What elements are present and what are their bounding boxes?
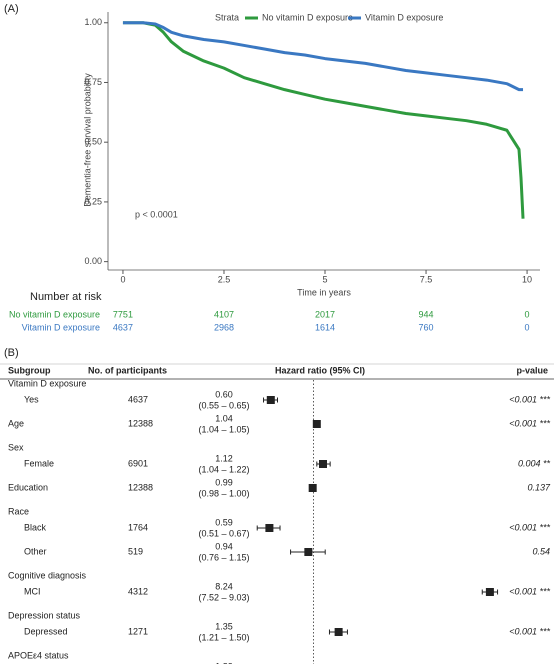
confidence-interval: (1.21 – 1.50) (198, 632, 249, 642)
row-label: Yes (24, 394, 39, 404)
column-header: p-value (516, 365, 548, 375)
hr-marker (308, 484, 317, 492)
risk-count: 1614 (315, 322, 335, 332)
participants: 4312 (128, 586, 148, 596)
risk-count: 944 (419, 309, 434, 319)
column-header: No. of participants (88, 365, 167, 375)
row-label: Cognitive diagnosis (8, 570, 87, 580)
hr-marker (334, 628, 343, 636)
participants: 6901 (128, 458, 148, 468)
hazard-ratio: 1.83 (215, 661, 233, 664)
risk-count: 2968 (214, 322, 234, 332)
row-label: MCI (24, 586, 41, 596)
participants: 519 (128, 546, 143, 556)
survival-curve (122, 21, 524, 92)
risk-count: 760 (419, 322, 434, 332)
row-label: Depression status (8, 610, 81, 620)
legend-label: Vitamin D exposure (365, 12, 443, 22)
participants: 12388 (128, 418, 153, 428)
x-tick-label: 0 (120, 274, 125, 284)
y-tick-label: 0.75 (84, 77, 102, 87)
p-value: <0.001 *** (509, 586, 550, 596)
confidence-interval: (0.98 – 1.00) (198, 488, 249, 498)
row-label: Other (24, 546, 47, 556)
p-value: <0.001 *** (509, 626, 550, 636)
y-axis-label: Dementia-free survival probability (82, 73, 92, 207)
risk-row-label: Vitamin D exposure (22, 322, 100, 332)
hazard-ratio: 0.99 (215, 477, 233, 487)
row-label: Vitamin D exposure (8, 378, 86, 388)
confidence-interval: (0.76 – 1.15) (198, 552, 249, 562)
x-tick-label: 7.5 (420, 274, 433, 284)
row-label: Race (8, 506, 29, 516)
hr-marker (312, 420, 321, 428)
confidence-interval: (0.51 – 0.67) (198, 528, 249, 538)
panel-label: (A) (4, 3, 19, 15)
risk-row-label: No vitamin D exposure (9, 309, 100, 319)
x-axis-label: Time in years (297, 287, 351, 297)
annotation: p < 0.0001 (135, 209, 178, 219)
row-label: Education (8, 482, 48, 492)
row-label: Black (24, 522, 47, 532)
hazard-ratio: 1.35 (215, 621, 233, 631)
y-tick-label: 0.00 (84, 256, 102, 266)
risk-count: 7751 (113, 309, 133, 319)
risk-count: 0 (525, 322, 530, 332)
p-value: <0.001 *** (509, 522, 550, 532)
x-tick-label: 5 (323, 274, 328, 284)
participants: 1764 (128, 522, 148, 532)
risk-count: 4107 (214, 309, 234, 319)
hr-marker (485, 588, 494, 596)
y-tick-label: 1.00 (84, 17, 102, 27)
row-label: Female (24, 458, 54, 468)
survival-curve (122, 21, 525, 219)
row-label: Sex (8, 442, 24, 452)
confidence-interval: (1.04 – 1.22) (198, 464, 249, 474)
risk-count: 2017 (315, 309, 335, 319)
column-header: Hazard ratio (95% CI) (275, 365, 365, 375)
participants: 1271 (128, 626, 148, 636)
hr-marker (265, 524, 274, 532)
hazard-ratio: 1.04 (215, 413, 233, 423)
p-value: <0.001 *** (509, 418, 550, 428)
hazard-ratio: 1.12 (215, 453, 233, 463)
risk-count: 4637 (113, 322, 133, 332)
x-tick-label: 10 (522, 274, 532, 284)
p-value: 0.54 (532, 546, 550, 556)
hr-marker (319, 460, 328, 468)
hr-marker (266, 396, 275, 404)
hazard-ratio: 8.24 (215, 581, 233, 591)
p-value: <0.001 *** (509, 394, 550, 404)
confidence-interval: (0.55 – 0.65) (198, 400, 249, 410)
confidence-interval: (7.52 – 9.03) (198, 592, 249, 602)
hazard-ratio: 0.60 (215, 389, 233, 399)
y-tick-label: 0.25 (84, 196, 102, 206)
legend-title: Strata (215, 12, 239, 22)
row-label: Depressed (24, 626, 68, 636)
confidence-interval: (1.04 – 1.05) (198, 424, 249, 434)
p-value: 0.004 ** (518, 458, 551, 468)
hr-marker (304, 548, 313, 556)
participants: 12388 (128, 482, 153, 492)
participants: 4637 (128, 394, 148, 404)
x-tick-label: 2.5 (218, 274, 231, 284)
row-label: Age (8, 418, 24, 428)
risk-count: 0 (525, 309, 530, 319)
risk-table-title: Number at risk (30, 291, 102, 303)
y-tick-label: 0.50 (84, 137, 102, 147)
p-value: 0.137 (527, 482, 551, 492)
hazard-ratio: 0.59 (215, 517, 233, 527)
row-label: APOEε4 status (8, 650, 69, 660)
hazard-ratio: 0.94 (215, 541, 233, 551)
legend-label: No vitamin D exposure (262, 12, 353, 22)
panel-label: (B) (4, 347, 19, 359)
column-header: Subgroup (8, 365, 51, 375)
